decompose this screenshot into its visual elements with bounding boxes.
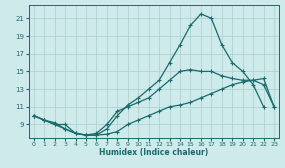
X-axis label: Humidex (Indice chaleur): Humidex (Indice chaleur) [99,148,209,157]
